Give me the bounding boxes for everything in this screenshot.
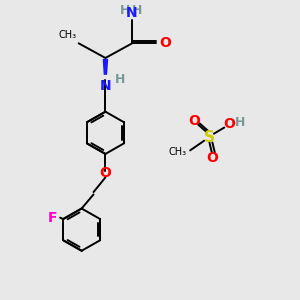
Text: N: N [100,79,111,92]
Text: F: F [48,211,58,225]
Text: S: S [204,130,215,145]
Text: H: H [119,4,130,17]
Text: CH₃: CH₃ [168,147,187,157]
Polygon shape [103,59,107,74]
Text: O: O [159,36,171,50]
Text: H: H [132,4,143,17]
Text: O: O [189,114,200,128]
Text: H: H [235,116,245,129]
Text: N: N [125,6,137,20]
Text: O: O [206,151,218,165]
Text: O: O [223,117,235,131]
Text: O: O [100,166,111,180]
Text: CH₃: CH₃ [58,30,76,40]
Text: H: H [115,74,125,86]
